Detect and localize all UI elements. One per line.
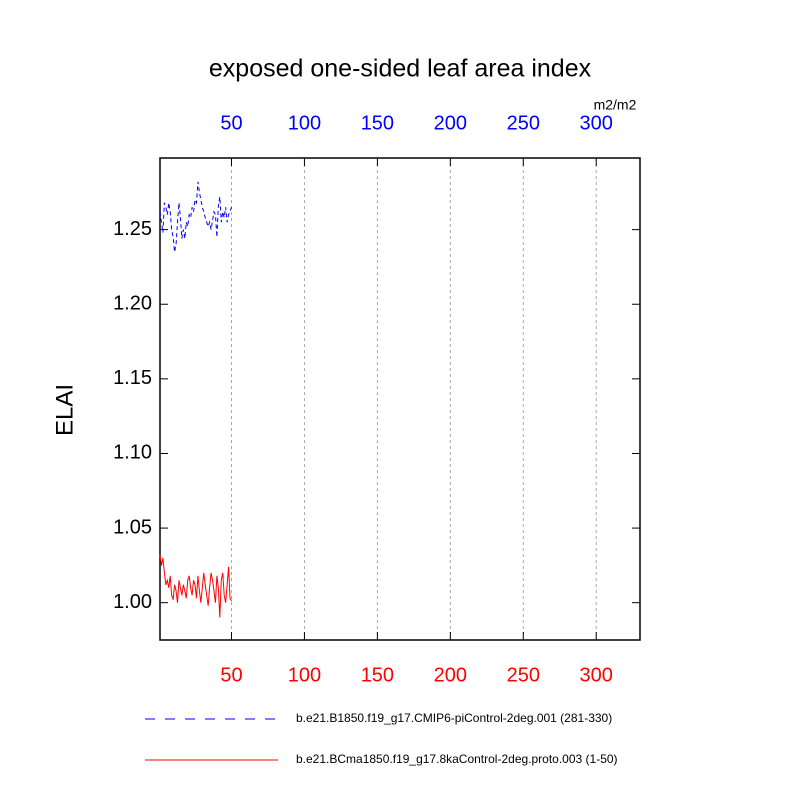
x-tick-label: 50 — [220, 664, 242, 686]
series-line — [159, 554, 232, 618]
y-tick-label: 1.05 — [113, 516, 152, 538]
y-tick-label: 1.10 — [113, 442, 152, 464]
x2-tick-label: 150 — [361, 112, 394, 134]
legend-label: b.e21.BCma1850.f19_g17.8kaControl-2deg.p… — [296, 752, 618, 766]
x2-tick-label: 200 — [434, 112, 467, 134]
y-tick-label: 1.25 — [113, 218, 152, 240]
y-axis-title: ELAI — [51, 384, 78, 436]
x-tick-label: 100 — [288, 664, 321, 686]
x-tick-label: 300 — [580, 664, 613, 686]
plot-frame — [159, 157, 641, 641]
x2-tick-label: 100 — [288, 112, 321, 134]
y-tick-label: 1.15 — [113, 367, 152, 389]
chart-title: exposed one-sided leaf area index — [209, 55, 592, 83]
x-tick-label: 150 — [361, 664, 394, 686]
x2-tick-label: 50 — [220, 112, 242, 134]
x-tick-label: 200 — [434, 664, 467, 686]
y-tick-label: 1.00 — [113, 591, 152, 613]
x-tick-label: 250 — [507, 664, 540, 686]
units-label: m2/m2 — [594, 97, 637, 113]
x2-tick-label: 300 — [580, 112, 613, 134]
y-tick-label: 1.20 — [113, 293, 152, 315]
x2-tick-label: 250 — [507, 112, 540, 134]
legend-label: b.e21.B1850.f19_g17.CMIP6-piControl-2deg… — [296, 711, 612, 725]
series-line — [159, 181, 232, 253]
